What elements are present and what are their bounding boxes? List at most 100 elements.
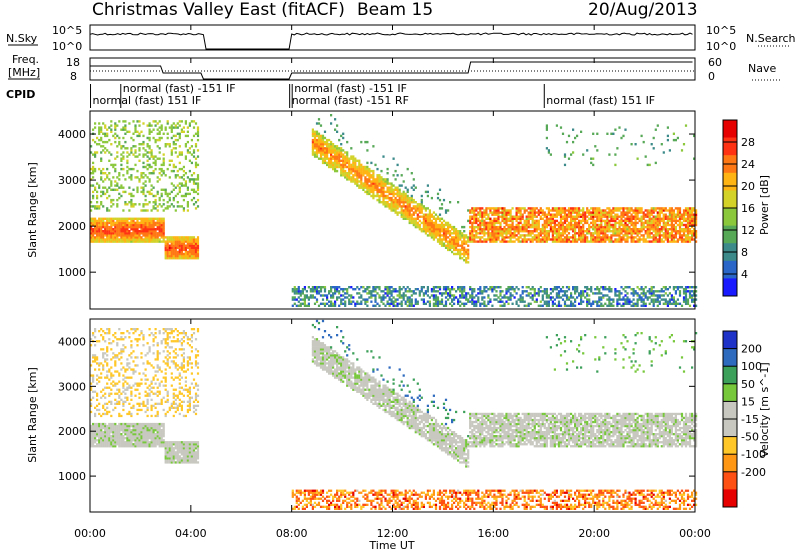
- heatmap-cell: [414, 209, 417, 212]
- heatmap-cell: [342, 298, 345, 301]
- heatmap-cell: [196, 134, 200, 138]
- heatmap-cell: [586, 298, 589, 301]
- heatmap-cell: [670, 236, 673, 239]
- heatmap-cell: [291, 288, 294, 291]
- heatmap-cell: [525, 290, 528, 293]
- heatmap-cell: [505, 240, 508, 243]
- heatmap-cell: [614, 234, 617, 237]
- heatmap-cell: [160, 228, 163, 231]
- heatmap-cell: [388, 182, 391, 185]
- heatmap-cell: [160, 230, 163, 233]
- heatmap-cell: [336, 163, 339, 167]
- heatmap-cell: [684, 209, 688, 212]
- heatmap-cell: [582, 219, 585, 223]
- heatmap-cell: [120, 167, 123, 171]
- heatmap-cell: [382, 178, 385, 181]
- heatmap-cell: [432, 217, 435, 220]
- heatmap-cell: [122, 219, 125, 223]
- heatmap-cell: [104, 225, 107, 229]
- heatmap-cell: [580, 221, 583, 225]
- heatmap-cell: [370, 294, 373, 297]
- heatmap-cell: [354, 167, 357, 171]
- heatmap-cell: [426, 290, 429, 293]
- heatmap-cell: [152, 155, 155, 158]
- heatmap-cell: [94, 431, 97, 434]
- heatmap-cell: [686, 300, 690, 303]
- heatmap-cell: [299, 294, 302, 297]
- heatmap-cell: [570, 302, 573, 305]
- heatmap-cell: [686, 215, 690, 218]
- heatmap-cell: [382, 194, 385, 198]
- heatmap-cell: [547, 207, 550, 210]
- heatmap-cell: [346, 288, 349, 291]
- heatmap-cell: [503, 304, 506, 307]
- heatmap-cell: [174, 257, 177, 260]
- heatmap-cell: [372, 188, 375, 191]
- heatmap-cell: [505, 221, 508, 225]
- heatmap-cell: [360, 172, 363, 175]
- heatmap-cell: [388, 192, 391, 196]
- heatmap-cell: [174, 246, 177, 249]
- heatmap-cell: [328, 159, 331, 162]
- heatmap-cell: [364, 298, 367, 301]
- heatmap-cell: [521, 292, 524, 295]
- heatmap-cell: [94, 217, 97, 220]
- heatmap-cell: [152, 172, 155, 175]
- heatmap-cell: [172, 122, 175, 125]
- heatmap-cell: [507, 302, 510, 305]
- heatmap-cell: [436, 238, 440, 241]
- heatmap-cell: [654, 290, 657, 293]
- heatmap-cell: [140, 186, 143, 189]
- heatmap-cell: [654, 215, 657, 218]
- heatmap-cell: [614, 207, 617, 210]
- heatmap-cell: [132, 240, 135, 243]
- heatmap-cell: [499, 292, 502, 295]
- heatmap-cell: [529, 234, 532, 237]
- heatmap-cell: [384, 180, 387, 183]
- heatmap-cell: [158, 126, 161, 129]
- heatmap-cell: [328, 145, 331, 148]
- heatmap-cell: [555, 292, 558, 295]
- heatmap-cell: [447, 286, 450, 289]
- heatmap-cell: [386, 194, 389, 198]
- heatmap-cell: [309, 294, 312, 297]
- heatmap-cell: [150, 192, 153, 196]
- heatmap-cell: [644, 219, 647, 223]
- heatmap-cell: [545, 225, 548, 229]
- heatmap-cell: [525, 221, 528, 225]
- heatmap-cell: [630, 209, 633, 212]
- heatmap-cell: [354, 165, 357, 169]
- heatmap-cell: [350, 300, 353, 303]
- heatmap-cell: [148, 230, 151, 233]
- heatmap-cell: [596, 238, 599, 241]
- heatmap-cell: [176, 252, 179, 256]
- heatmap-cell: [680, 149, 684, 152]
- heatmap-cell: [529, 288, 532, 291]
- heatmap-cell: [180, 182, 183, 185]
- heatmap-cell: [463, 288, 466, 291]
- heatmap-cell: [648, 302, 651, 305]
- heatmap-cell: [600, 215, 603, 218]
- heatmap-cell: [142, 225, 145, 229]
- heatmap-cell: [156, 145, 159, 148]
- heatmap-cell: [580, 130, 583, 133]
- heatmap-cell: [340, 155, 343, 158]
- heatmap-cell: [485, 221, 488, 225]
- heatmap-cell: [336, 169, 339, 173]
- heatmap-cell: [604, 230, 607, 233]
- heatmap-cell: [489, 240, 492, 243]
- heatmap-cell: [582, 209, 585, 212]
- heatmap-cell: [344, 300, 347, 303]
- heatmap-cell: [140, 143, 143, 146]
- heatmap-cell: [116, 219, 119, 223]
- heatmap-cell: [174, 143, 177, 146]
- heatmap-cell: [148, 138, 151, 142]
- heatmap-cell: [92, 205, 95, 208]
- heatmap-cell: [330, 151, 333, 154]
- heatmap-cell: [580, 219, 583, 223]
- heatmap-cell: [616, 238, 619, 241]
- heatmap-cell: [479, 236, 482, 239]
- heatmap-cell: [684, 238, 688, 241]
- heatmap-cell: [533, 211, 536, 214]
- heatmap-cell: [640, 211, 643, 214]
